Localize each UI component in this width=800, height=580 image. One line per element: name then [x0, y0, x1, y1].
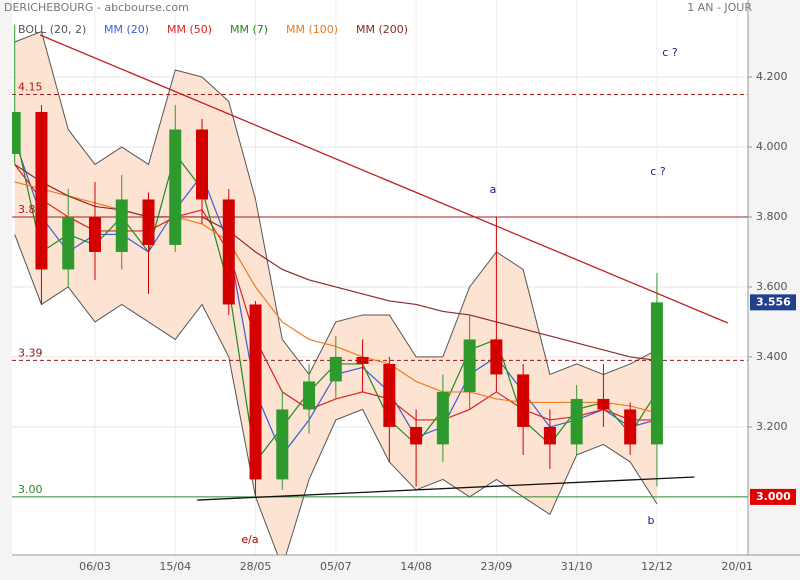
candle-body	[383, 363, 396, 427]
level-label: 3.00	[18, 483, 43, 496]
candle-body	[115, 199, 128, 252]
x-tick-label: 20/01	[721, 560, 753, 573]
period: 1 AN - JOUR	[687, 1, 752, 14]
price-label: 3.000	[756, 490, 791, 503]
legend-entry: BOLL (20, 2)	[18, 23, 86, 36]
candle-body	[436, 391, 449, 445]
level-label: 3.80	[18, 203, 43, 216]
candle-body	[463, 339, 476, 392]
candle-body	[597, 398, 610, 410]
annotation: e/a	[241, 533, 258, 546]
candle-body	[650, 302, 663, 445]
y-tick-label: 4.200	[756, 70, 788, 83]
candle-body	[303, 381, 316, 410]
annotation: c ?	[662, 46, 678, 59]
legend-entry: MM (7)	[230, 23, 268, 36]
candle-body	[543, 426, 556, 445]
annotation: b	[648, 514, 655, 527]
price-box	[750, 294, 796, 311]
price-label: 3.556	[756, 295, 791, 308]
candle-body	[329, 356, 342, 382]
candle-body	[12, 111, 21, 154]
legend-entry: MM (200)	[356, 23, 408, 36]
y-tick-label: 4.000	[756, 140, 788, 153]
y-tick-label: 3.200	[756, 420, 788, 433]
x-tick-label: 12/12	[641, 560, 673, 573]
x-tick-label: 14/08	[400, 560, 432, 573]
x-tick-label: 15/04	[159, 560, 191, 573]
trendline	[39, 34, 729, 324]
y-tick-label: 3.600	[756, 280, 788, 293]
chart-title: DERICHEBOURG - abcbourse.com	[4, 1, 189, 14]
plot	[12, 0, 748, 555]
price-box	[750, 488, 796, 505]
legend-entry: MM (20)	[104, 23, 149, 36]
candle-body	[624, 409, 637, 445]
y-tick-label: 3.400	[756, 350, 788, 363]
candle-body	[249, 304, 262, 480]
candle-body	[196, 129, 209, 200]
x-tick-label: 23/09	[481, 560, 513, 573]
x-tick-label: 05/07	[320, 560, 352, 573]
y-tick-label: 3.800	[756, 210, 788, 223]
bollinger-line	[14, 234, 658, 555]
candle-body	[517, 374, 530, 427]
trendline	[197, 476, 695, 501]
legend-entry: MM (50)	[167, 23, 212, 36]
candle-body	[490, 339, 503, 375]
bollinger-line	[14, 30, 658, 376]
annotation: c ?	[650, 165, 666, 178]
candle-body	[62, 216, 75, 270]
candle-body	[410, 426, 423, 445]
legend-entry: MM (100)	[286, 23, 338, 36]
x-tick-label: 06/03	[79, 560, 111, 573]
candle-body	[142, 199, 155, 245]
candle-body	[222, 199, 235, 305]
candle-body	[570, 398, 583, 445]
candle-body	[169, 129, 182, 245]
level-label: 3.39	[18, 346, 43, 359]
candle-body	[88, 216, 101, 252]
x-tick-label: 31/10	[561, 560, 593, 573]
candle-body	[276, 409, 289, 480]
candle-body	[356, 356, 369, 364]
candle-body	[35, 111, 48, 270]
x-tick-label: 28/05	[240, 560, 272, 573]
level-label: 4.15	[18, 80, 43, 93]
annotation: a	[490, 183, 497, 196]
